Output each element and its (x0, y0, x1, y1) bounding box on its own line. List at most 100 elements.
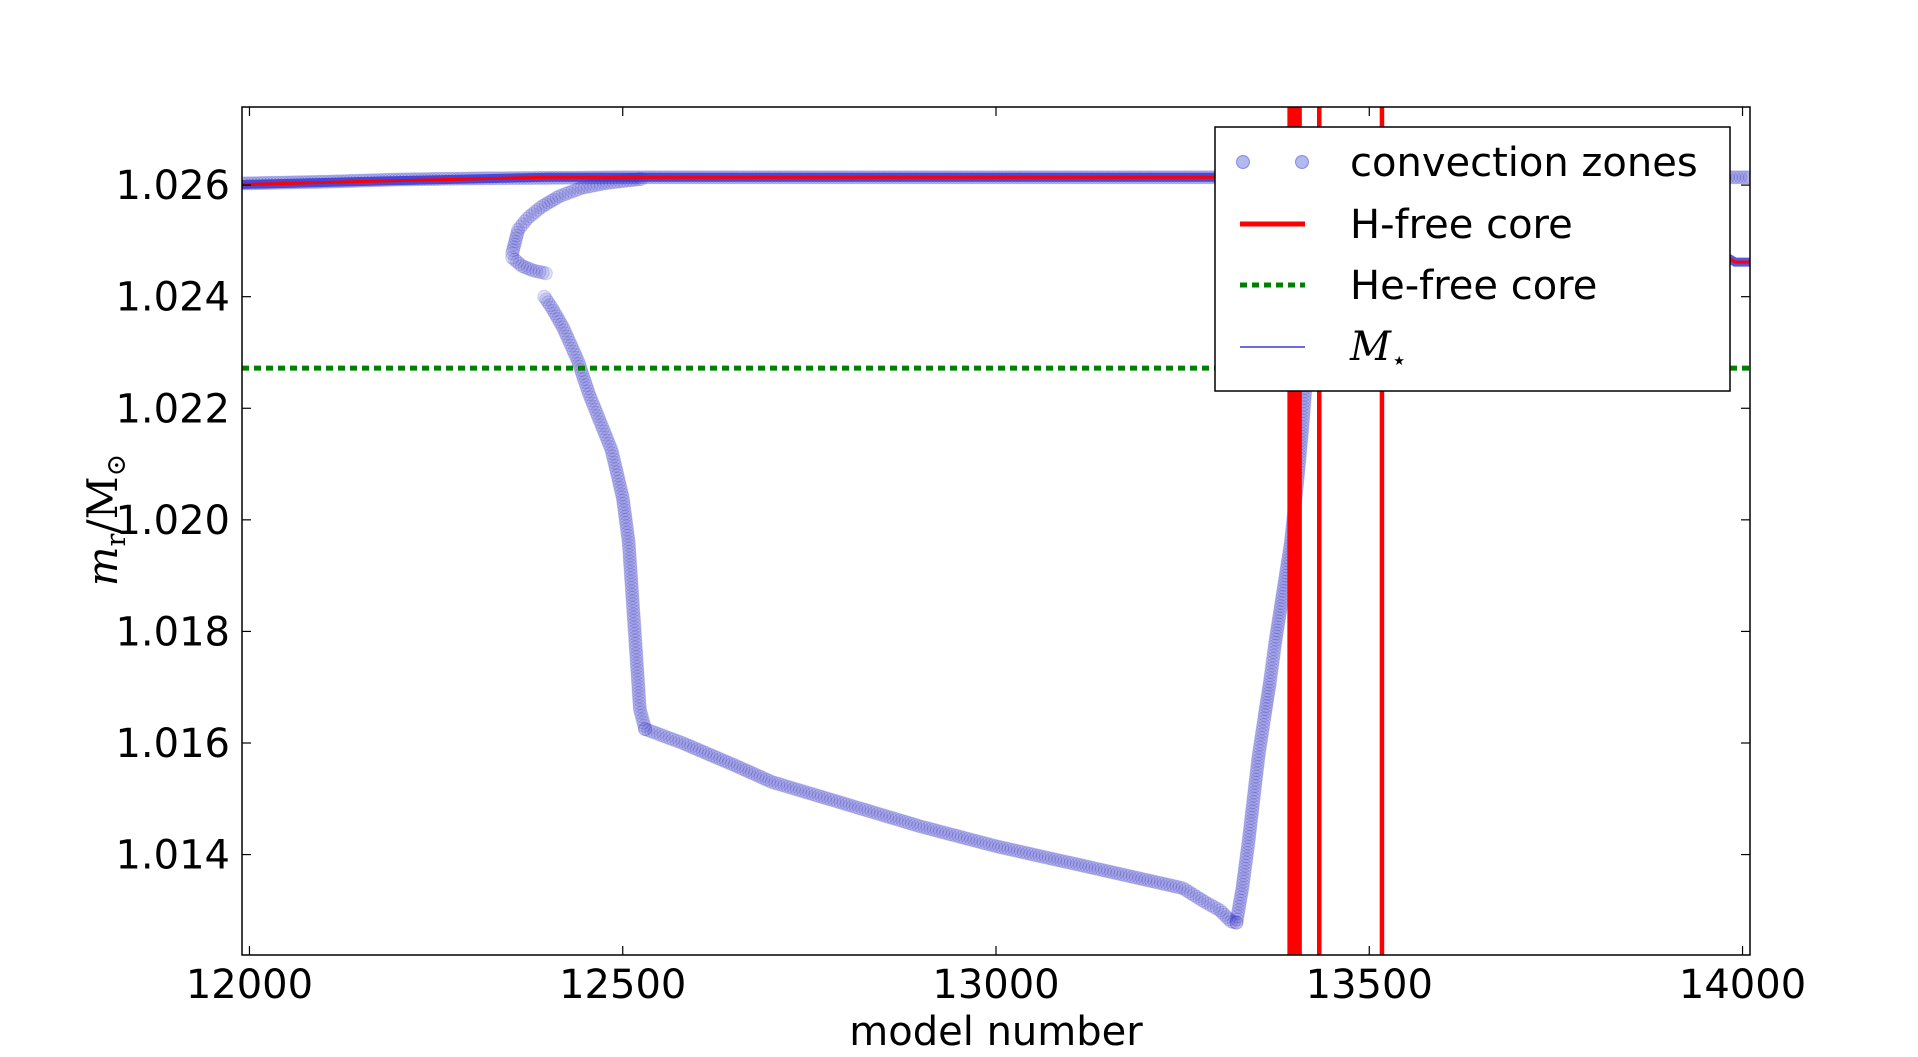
convection-point (613, 481, 628, 495)
convection-point (1238, 855, 1253, 870)
convection-point (954, 830, 969, 845)
convection-point (1029, 848, 1044, 863)
convection-point (647, 725, 662, 740)
convection-point (1733, 170, 1748, 185)
convection-point (1026, 847, 1041, 862)
convection-point (549, 190, 564, 205)
convection-point (939, 826, 954, 841)
convection-point (1271, 614, 1286, 629)
convection-point (523, 262, 538, 277)
convection-point (744, 766, 759, 780)
convection-point (1242, 830, 1257, 844)
convection-point (625, 590, 640, 605)
convection-point (612, 477, 627, 492)
convection-point (1237, 861, 1252, 876)
convection-point (520, 211, 535, 226)
convection-point (584, 393, 599, 408)
convection-point (605, 446, 620, 461)
convection-point (873, 807, 888, 822)
convection-point (624, 574, 639, 589)
convection-point (1186, 888, 1201, 902)
convection-point (1236, 874, 1251, 889)
convection-point (1069, 857, 1084, 872)
convection-point (995, 840, 1010, 855)
convection-point (719, 754, 733, 769)
convection-point (641, 723, 656, 738)
convection-point (1251, 753, 1265, 768)
convection-point (805, 787, 820, 802)
convection-point (1232, 896, 1247, 911)
convection-point (520, 261, 535, 276)
convection-point (979, 836, 994, 851)
y-axis-label-m: m (78, 546, 127, 586)
convection-point (870, 806, 885, 821)
convection-point (1079, 859, 1094, 874)
convection-point (544, 194, 559, 208)
convection-point (736, 762, 751, 777)
legend-label-stellar-mass: M⋆ (1349, 324, 1407, 376)
convection-point (508, 234, 523, 249)
convection-point (631, 686, 646, 701)
convection-point (630, 659, 644, 674)
convection-point (1241, 836, 1256, 851)
convection-point (1252, 740, 1267, 755)
convection-point (1207, 900, 1221, 914)
convection-point (799, 785, 814, 800)
convection-point (951, 829, 966, 844)
convection-point (672, 734, 687, 749)
convection-point (626, 604, 641, 619)
convection-point (583, 390, 598, 405)
legend: convection zones H-free core He-free cor… (1214, 126, 1731, 392)
convection-point (1257, 708, 1272, 723)
convection-point (1224, 914, 1239, 929)
convection-point (1201, 896, 1215, 911)
convection-point (546, 303, 561, 318)
convection-point (1239, 849, 1254, 864)
convection-point (1258, 705, 1273, 720)
y-axis-label: mr/M⊙ (78, 454, 132, 587)
convection-point (1048, 852, 1063, 867)
convection-point (1235, 877, 1250, 892)
convection-point (1013, 844, 1028, 859)
convection-point (1163, 878, 1178, 893)
convection-point (541, 295, 556, 310)
convection-point (638, 722, 653, 737)
convection-point (1267, 638, 1282, 653)
convection-point (515, 259, 529, 273)
convection-point (786, 781, 801, 796)
convection-point (554, 317, 569, 332)
convection-point (581, 384, 596, 399)
convection-point (701, 747, 716, 762)
convection-point (1221, 912, 1236, 927)
convection-point (1113, 867, 1128, 882)
convection-point (789, 782, 804, 797)
legend-label-convection-zones: convection zones (1350, 140, 1698, 186)
convection-point (552, 314, 567, 329)
convection-point (1243, 820, 1258, 835)
convection-point (590, 409, 605, 423)
convection-point (631, 679, 646, 694)
convection-point (768, 776, 783, 790)
convection-point (1091, 862, 1106, 877)
convection-point (1260, 692, 1275, 707)
convection-point (552, 189, 567, 204)
convection-point (1232, 899, 1247, 914)
convection-point (628, 640, 643, 655)
convection-point (506, 243, 520, 258)
convection-point (1231, 903, 1246, 918)
convection-point (911, 818, 926, 833)
convection-point (509, 231, 523, 246)
convection-point (561, 185, 576, 200)
convection-point (1233, 893, 1248, 908)
convection-point (622, 545, 637, 559)
convection-point (603, 440, 618, 454)
convection-point (1271, 617, 1286, 632)
convection-point (632, 702, 647, 717)
convection-point (989, 839, 1003, 854)
convection-point (594, 418, 609, 433)
convection-point (1245, 801, 1260, 816)
convection-point (855, 802, 870, 816)
convection-point (1252, 743, 1267, 758)
convection-point (948, 828, 963, 843)
